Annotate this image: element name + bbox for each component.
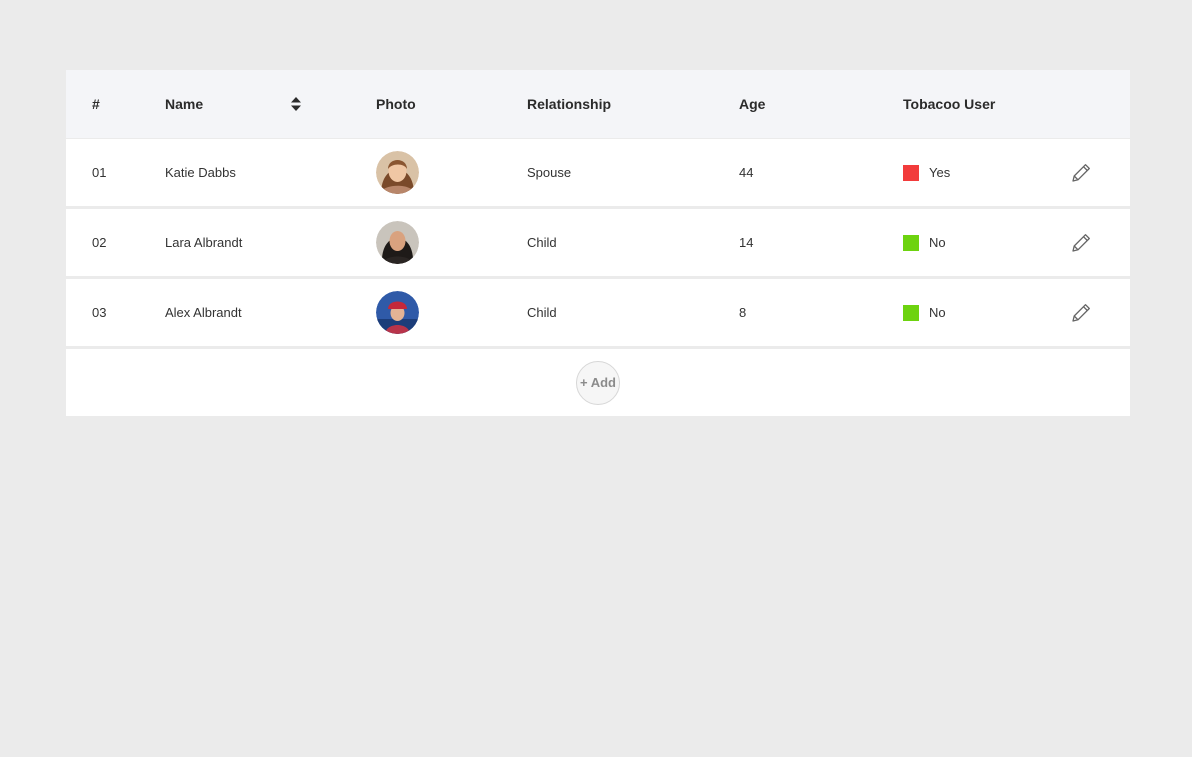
row-age: 14	[739, 235, 754, 250]
add-dependent-button[interactable]: + Add	[576, 360, 620, 405]
row-name: Katie Dabbs	[165, 165, 236, 180]
row-tobacco-user: No	[903, 209, 946, 276]
row-relationship: Child	[527, 305, 557, 320]
row-age: 44	[739, 165, 754, 180]
avatar	[376, 209, 419, 276]
pencil-icon[interactable]	[1070, 139, 1092, 206]
header-photo: Photo	[376, 96, 416, 112]
row-name: Lara Albrandt	[165, 235, 243, 250]
row-number: 02	[92, 235, 107, 250]
avatar	[376, 139, 419, 206]
dependents-table: # Name Photo Relationship Age Tobacoo Us…	[66, 70, 1130, 416]
tobacco-status-label: Yes	[929, 165, 951, 180]
row-number: 01	[92, 165, 107, 180]
row-tobacco-user: No	[903, 279, 946, 346]
header-tobacco-user: Tobacoo User	[903, 96, 996, 112]
tobacco-status-label: No	[929, 235, 946, 250]
row-relationship: Child	[527, 235, 557, 250]
pencil-icon[interactable]	[1070, 209, 1092, 276]
tobacco-status-swatch	[903, 164, 919, 181]
header-age: Age	[739, 96, 766, 112]
header-name: Name	[165, 96, 204, 112]
avatar	[376, 279, 419, 346]
row-relationship: Spouse	[527, 165, 572, 180]
tobacco-status-swatch	[903, 304, 919, 321]
table-row: 03 Alex Albrandt Child 8 No	[66, 279, 1130, 346]
row-age: 8	[739, 305, 747, 320]
tobacco-status-label: No	[929, 305, 946, 320]
table-header: # Name Photo Relationship Age Tobacoo Us…	[66, 70, 1130, 138]
add-row: + Add	[66, 349, 1130, 416]
table-row: 01 Katie Dabbs Spouse 44 Yes	[66, 139, 1130, 206]
row-name: Alex Albrandt	[165, 305, 242, 320]
tobacco-status-swatch	[903, 234, 919, 251]
pencil-icon[interactable]	[1070, 279, 1092, 346]
header-relationship: Relationship	[527, 96, 612, 112]
row-tobacco-user: Yes	[903, 139, 950, 206]
table-row: 02 Lara Albrandt Child 14 No	[66, 209, 1130, 276]
sort-up-down-icon[interactable]	[290, 70, 302, 138]
header-number: #	[92, 96, 100, 112]
row-number: 03	[92, 305, 107, 320]
